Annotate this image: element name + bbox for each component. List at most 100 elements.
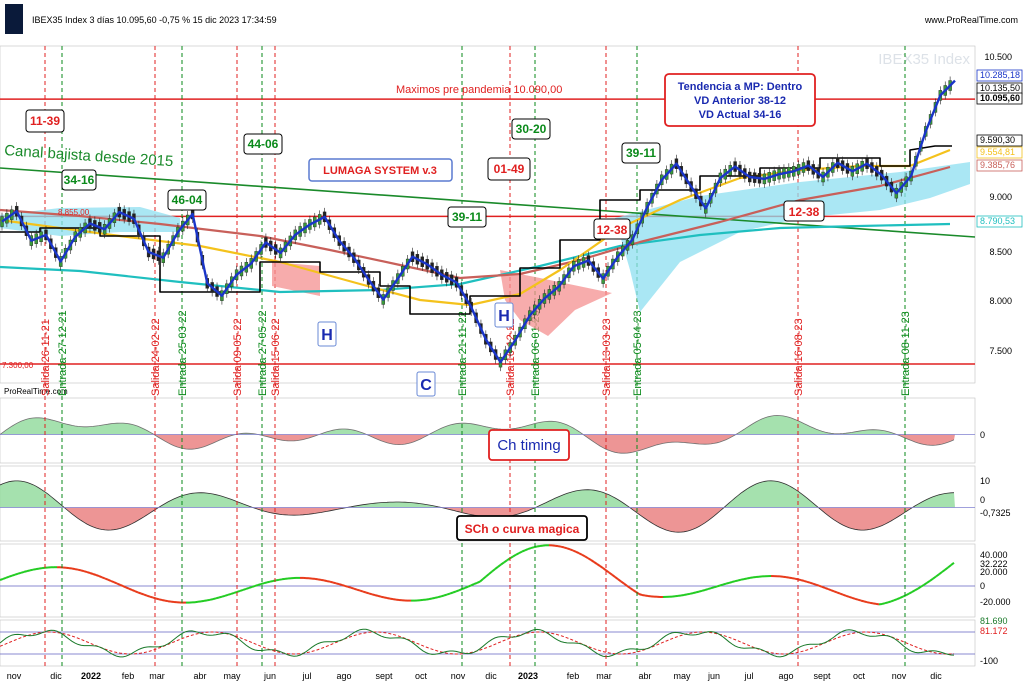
osc-segment	[608, 571, 613, 576]
month-label: 2023	[518, 671, 538, 681]
osc-segment	[206, 598, 211, 602]
osc-segment	[875, 602, 880, 606]
month-label: 2022	[81, 671, 101, 681]
panel-frame-1	[0, 397, 976, 464]
osc-segment	[521, 549, 526, 553]
osc-segment	[743, 577, 748, 581]
osc-segment	[266, 580, 271, 584]
red-box-label-2: 01-49	[494, 162, 525, 176]
osc-segment	[590, 559, 595, 563]
osc-segment	[815, 583, 820, 587]
osc-segment	[452, 590, 457, 594]
indicator-panels	[0, 397, 976, 667]
osc-segment	[746, 576, 751, 580]
osc-segment	[224, 593, 229, 597]
osc-segment	[254, 584, 259, 587]
osc-segment	[323, 579, 328, 583]
panel-tick-p3: 20.000	[980, 567, 1008, 577]
osc-segment	[221, 594, 226, 598]
osc-segment	[77, 568, 82, 572]
signal-label-5: Salida 09-05-22	[232, 318, 244, 396]
osc-segment	[851, 596, 856, 600]
letter-box-2	[416, 371, 436, 397]
month-label: ago	[778, 671, 793, 681]
tendencia-box	[664, 73, 816, 127]
osc-segment	[242, 587, 247, 591]
osc-segment	[260, 582, 265, 586]
osc-segment	[98, 575, 103, 579]
osc-segment	[158, 598, 163, 601]
osc-segment	[722, 582, 727, 586]
osc-segment	[431, 596, 436, 600]
red-box-label-3: 12-38	[789, 205, 820, 219]
osc-segment	[695, 590, 700, 594]
osc-segment	[611, 573, 616, 578]
osc-segment	[491, 568, 496, 573]
green-box-4	[447, 206, 487, 228]
tendencia-line-2: VD Anterior 38-12	[694, 95, 786, 107]
osc-segment	[737, 578, 742, 582]
month-label: dic	[485, 671, 497, 681]
osc-segment	[314, 577, 319, 581]
month-label: jul	[743, 671, 753, 681]
osc-segment	[428, 597, 433, 601]
price-label: 9.590,30	[980, 135, 1015, 145]
osc-segment	[923, 581, 928, 586]
osc-segment	[938, 571, 943, 576]
osc-segment	[5, 575, 10, 579]
osc-segment	[899, 595, 904, 599]
price-label-box	[976, 159, 1023, 172]
osc-segment	[614, 576, 619, 580]
osc-segment	[572, 549, 577, 553]
panel-tick-p3: 32.222	[980, 559, 1008, 569]
osc-segment	[110, 580, 115, 584]
osc-segment	[494, 566, 499, 570]
osc-segment	[893, 598, 898, 602]
osc-segment	[806, 580, 811, 584]
price-label: 10.135,50	[980, 83, 1020, 93]
osc-segment	[134, 590, 139, 594]
panel-tick-p2: 10	[980, 476, 990, 486]
osc-segment	[2, 576, 7, 580]
osc-segment	[278, 578, 283, 581]
osc-segment	[425, 598, 430, 601]
sch-area-pos	[0, 480, 955, 508]
osc-segment	[161, 599, 166, 602]
month-label: mar	[596, 671, 612, 681]
osc-segment	[473, 581, 478, 586]
osc-segment	[617, 578, 622, 583]
osc-segment	[377, 594, 382, 598]
osc-segment	[212, 597, 217, 601]
red-box-4	[593, 218, 631, 240]
osc-segment	[497, 563, 502, 568]
red-box-label-4: 12-38	[597, 223, 628, 237]
osc-segment	[344, 584, 349, 588]
osc-segment	[146, 594, 151, 598]
watermark: IBEX35 Index	[878, 51, 970, 68]
price-label: 10.095,60	[980, 93, 1020, 103]
osc-segment	[707, 587, 712, 591]
signal-label-12: Entrada 05-04-23	[632, 310, 644, 396]
osc-segment	[854, 597, 859, 601]
price-label-box	[976, 69, 1023, 82]
osc-segment	[263, 581, 268, 585]
osc-segment	[365, 591, 370, 595]
osc-segment	[227, 592, 232, 596]
osc-segment	[374, 594, 379, 597]
lumaga-box	[308, 158, 453, 182]
osc-segment	[884, 601, 889, 605]
red-box-2	[487, 157, 531, 181]
osc-segment	[362, 590, 367, 594]
osc-segment	[593, 561, 598, 565]
month-label: sept	[375, 671, 393, 681]
ch-timing-area-line	[0, 415, 955, 454]
osc-segment	[680, 594, 685, 597]
osc-segment	[392, 598, 397, 601]
osc-segment	[149, 595, 154, 599]
tendencia-line-1: Tendencia a MP: Dentro	[678, 81, 803, 93]
signal-label-10: Entrada 06-01-23	[530, 310, 542, 396]
stoch-main-line	[0, 628, 955, 658]
sch-label: SCh o curva magica	[465, 522, 580, 536]
site-link[interactable]: www.ProRealTime.com	[924, 15, 1018, 25]
osc-segment	[887, 600, 892, 604]
